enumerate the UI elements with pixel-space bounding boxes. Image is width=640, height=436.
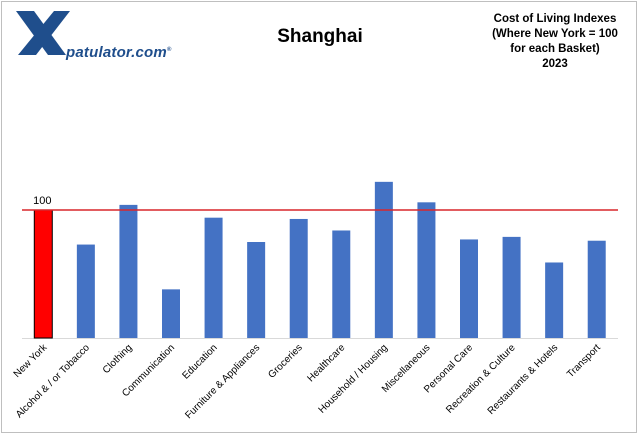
- bar-furniture-appliances: [247, 242, 266, 338]
- subtitle-line-1: Cost of Living Indexes: [493, 13, 617, 25]
- xpatulator-logo: patulator.com®: [14, 9, 189, 61]
- x-tick-label: Restaurants & Hotels: [486, 342, 561, 417]
- x-tick-label: Healthcare: [305, 342, 347, 384]
- chart-title: Shanghai: [277, 26, 363, 47]
- bar-transport: [587, 240, 606, 338]
- bar-recreation-culture: [502, 236, 521, 338]
- bar-groceries: [289, 218, 308, 338]
- x-tick-label: New York: [12, 342, 50, 380]
- x-tick-label: Groceries: [266, 342, 304, 380]
- data-label: 100: [33, 195, 51, 207]
- x-tick-label: Transport: [565, 342, 603, 380]
- bar-new-york: [33, 209, 53, 339]
- subtitle-line-4: 2023: [542, 58, 568, 70]
- bar-personal-care: [460, 239, 478, 338]
- bar-alcohol-or-tobacco: [76, 244, 95, 338]
- bar-communication: [162, 289, 180, 338]
- bar-healthcare: [332, 230, 351, 338]
- x-logo-mark-icon: [16, 11, 70, 55]
- bar-education: [204, 217, 223, 338]
- bar-clothing: [119, 204, 138, 338]
- bar-miscellaneous: [417, 202, 436, 338]
- chart-subtitle: Cost of Living Indexes (Where New York =…: [470, 12, 640, 72]
- bar-restaurants-hotels: [545, 262, 564, 338]
- subtitle-line-2: (Where New York = 100: [492, 28, 618, 40]
- x-tick-label: Alcohol & / or Tobacco: [14, 342, 92, 420]
- bar-household-housing: [374, 181, 393, 338]
- x-tick-label: Education: [180, 342, 219, 381]
- logo-wordmark: patulator.com®: [66, 44, 172, 61]
- x-tick-label: Clothing: [101, 342, 135, 376]
- subtitle-line-3: for each Basket): [510, 43, 600, 55]
- x-tick-label: Furniture & Appliances: [183, 342, 262, 421]
